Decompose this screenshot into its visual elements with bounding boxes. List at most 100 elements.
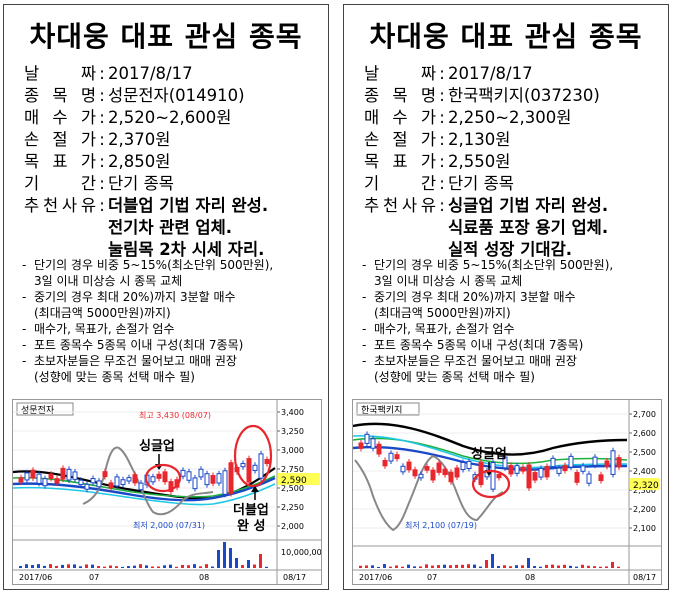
candle-body (150, 476, 156, 483)
candle-body (580, 465, 586, 472)
candle-body (424, 465, 430, 471)
card-title: 차대웅 대표 관심 종목 (29, 20, 303, 53)
price-tick: 2,400 (633, 467, 656, 476)
candle-body (514, 465, 520, 474)
volume-bar (181, 564, 184, 568)
volume-bar (139, 564, 142, 568)
date-value: 2017/8/17 (448, 64, 533, 83)
candle-body (132, 474, 138, 484)
volume-bar (605, 566, 608, 568)
volume-bar (515, 565, 518, 568)
candle-body (574, 472, 580, 483)
candle-body (228, 462, 234, 494)
candle-body (90, 478, 96, 484)
ma-line-blue (13, 476, 276, 502)
candle-body (406, 461, 412, 471)
volume-bar (109, 565, 112, 568)
highlight-circle (471, 469, 511, 499)
volume-bar (91, 564, 94, 568)
volume-bar (467, 564, 470, 568)
x-label: 08 (525, 573, 535, 582)
note-item: 매수가, 목표가, 손절가 엄수 (34, 322, 175, 336)
card-title: 차대웅 대표 관심 종목 (369, 20, 643, 53)
volume-bar (103, 566, 106, 568)
note-item: 초보자분들은 무조건 물어보고 매매 권장 (374, 354, 577, 368)
volume-bar (377, 566, 380, 568)
annotation-complete: 완 성 (237, 519, 265, 534)
stock-info: 날 짜:2017/8/17 종 목 명: 성문전자(014910) 매 수 가:2,520~… (24, 64, 269, 259)
candle-body (96, 480, 102, 488)
volume-bar (611, 562, 614, 568)
candle-body (162, 471, 168, 483)
note-item: (최대금액 5000만원)까지) (374, 306, 511, 320)
annotation-single-up: 싱글업 (471, 447, 507, 462)
reason-line: 눌림목 2차 시세 자리. (108, 240, 265, 259)
volume-bar (425, 564, 428, 568)
volume-bar (509, 566, 512, 568)
candle-body (568, 455, 574, 468)
volume-bar (49, 564, 52, 568)
price-tick: 2,500 (281, 484, 304, 493)
stock-value: 한국팩키지(037230) (448, 86, 600, 105)
volume-bar (431, 565, 434, 568)
candle-body (598, 474, 604, 482)
candle-body (418, 473, 424, 479)
volume-bar (127, 566, 130, 568)
price-tick: 2,500 (633, 448, 656, 457)
reason-line: 실적 성장 기대감. (448, 240, 573, 259)
price-chart: 성문전자 3,400 3,250 3,000 2,750 2,500 2,250 2,000… (12, 399, 322, 585)
price-tick: 2,300 (633, 486, 656, 495)
note-item: (최대금액 5000만원)까지) (34, 306, 171, 320)
volume-bar (151, 566, 154, 568)
current-price-box (630, 478, 660, 490)
volume-bar (575, 566, 578, 568)
stock-card-2: 차대웅 대표 관심 종목 날 짜:2017/8/17 종 목 명: 한국팩키지(0372… (343, 4, 669, 590)
stock-info: 날 짜:2017/8/17 종 목 명: 한국팩키지(037230) 매 수 가:2,250… (364, 64, 609, 259)
note-item: 단기의 경우 비중 5~15%(최소단위 500만원), (374, 258, 614, 272)
volume-bar (479, 566, 482, 568)
x-label: 07 (89, 573, 99, 582)
candle-body (240, 463, 246, 468)
candle-body (30, 469, 36, 479)
price-tick: 2,000 (281, 522, 304, 531)
volume-bar (205, 564, 208, 568)
candle-body (370, 438, 376, 449)
volume-bar (581, 564, 584, 568)
note-item: (성향에 맞는 종목 선택 매수 필) (34, 370, 195, 384)
period-value: 단기 종목 (108, 174, 174, 193)
candle-body (54, 478, 60, 484)
note-item: 중기의 경우 최대 20%)까지 3분할 매수 (34, 290, 236, 304)
volume-bar (407, 564, 410, 568)
candle-body (442, 468, 448, 476)
price-tick: 2,700 (633, 410, 656, 419)
volume-bar (533, 566, 536, 568)
candle-body (72, 471, 78, 480)
volume-bar (223, 542, 226, 568)
candle-body (42, 478, 48, 487)
stock-value: 성문전자(014910) (108, 86, 245, 105)
stock-card-1: 차대웅 대표 관심 종목 날 짜:2017/8/17 종 목 명: 성문전자(01491… (3, 4, 329, 590)
volume-bar (455, 564, 458, 568)
candle-body (222, 470, 228, 495)
volume-bar (539, 566, 542, 568)
volume-bar (175, 566, 178, 568)
candle-body (204, 473, 210, 486)
chart-name: 성문전자 (21, 405, 55, 416)
volume-bar (527, 558, 530, 568)
current-price: 2,590 (281, 476, 307, 486)
volume-bar (133, 565, 136, 568)
candle-body (192, 477, 198, 490)
volume-bar (617, 566, 620, 568)
volume-bar (37, 564, 40, 568)
volume-bar (67, 564, 70, 568)
volume-bar (31, 565, 34, 568)
volume-bar (485, 560, 488, 568)
price-axis: 3,400 3,250 3,000 2,750 2,500 2,250 2,000 (277, 408, 304, 531)
volume-bar (359, 565, 362, 568)
volume-bar (235, 558, 238, 568)
